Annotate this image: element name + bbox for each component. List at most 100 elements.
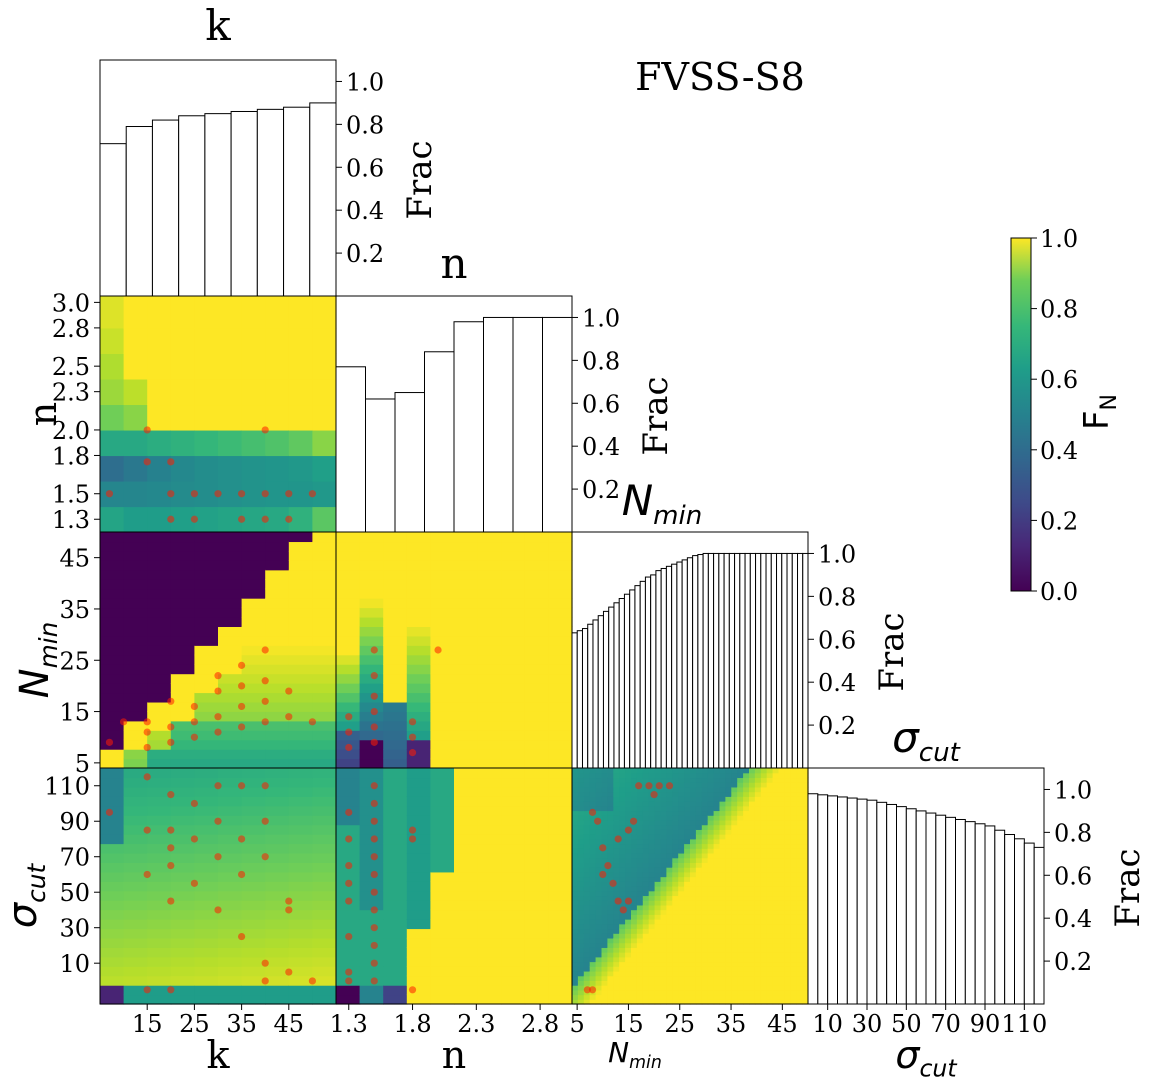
n-hist-bar bbox=[512, 316, 543, 533]
sigma-vs-n-heat-cell bbox=[454, 815, 479, 826]
sigma-vs-n-heat-cell bbox=[524, 815, 549, 826]
k-title: k bbox=[205, 1, 231, 50]
sigma-vs-Nmin-heat-cell bbox=[577, 919, 585, 925]
n-vs-k-heat-cell bbox=[265, 327, 290, 354]
sigma-vs-Nmin-heat-cell bbox=[642, 801, 650, 807]
sigma-vs-Nmin-heat-cell bbox=[802, 919, 809, 925]
Nmin-vs-n-heat-cell bbox=[406, 701, 431, 712]
Nmin-vs-k-heat-cell bbox=[288, 569, 313, 580]
sigma-vs-Nmin-point bbox=[588, 986, 597, 994]
sigma-vs-k-heat-cell bbox=[312, 956, 337, 967]
sigma-vs-Nmin-heat-cell bbox=[707, 956, 715, 963]
sigma-vs-k-heat-cell bbox=[312, 843, 337, 854]
xtick-label: 35 bbox=[716, 1010, 747, 1038]
sigma-vs-k-heat-cell bbox=[265, 966, 290, 977]
sigma-vs-Nmin-heat-cell bbox=[684, 961, 691, 967]
sigma-vs-Nmin-heat-cell bbox=[648, 923, 656, 930]
sigma-vs-Nmin-heat-cell bbox=[701, 994, 709, 1000]
n-vs-k-point bbox=[167, 458, 175, 466]
n-vs-k-heat-cell bbox=[147, 378, 172, 406]
sigma-hist-bar bbox=[955, 818, 966, 1005]
sigma-vs-Nmin-heat-cell bbox=[754, 829, 762, 835]
sigma-vs-Nmin-heat-cell bbox=[678, 928, 685, 934]
sigma-vs-k-point bbox=[238, 835, 246, 843]
sigma-vs-Nmin-heat-cell bbox=[601, 900, 608, 906]
sigma-vs-Nmin-heat-cell bbox=[572, 890, 579, 897]
Nmin-vs-n-heat-cell bbox=[359, 569, 384, 580]
sigma-vs-Nmin-heat-cell bbox=[796, 777, 803, 783]
sigma-vs-Nmin-heat-cell bbox=[601, 975, 608, 981]
sigma-vs-Nmin-heat-cell bbox=[572, 966, 579, 972]
Nmin-vs-n-heat-cell bbox=[548, 579, 573, 590]
sigma-vs-Nmin-heat-cell bbox=[690, 961, 697, 967]
Nmin-vs-n-heat-cell bbox=[430, 635, 455, 646]
sigma-vs-Nmin-heat-cell bbox=[796, 989, 803, 996]
sigma-vs-n-heat-cell bbox=[406, 768, 431, 779]
sigma-vs-k-heat-cell bbox=[265, 919, 290, 930]
sigma-vs-Nmin-heat-cell bbox=[737, 900, 744, 906]
sigma-vs-n-heat-cell bbox=[477, 956, 502, 967]
sigma-vs-Nmin-heat-cell bbox=[772, 966, 780, 972]
Nmin-vs-n-heat-cell bbox=[406, 739, 431, 750]
sigma-vs-Nmin-heat-cell bbox=[619, 871, 626, 878]
sigma-vs-Nmin-heat-cell bbox=[678, 909, 685, 915]
sigma-vs-Nmin-heat-cell bbox=[713, 886, 721, 892]
sigma-vs-Nmin-heat-cell bbox=[713, 937, 721, 944]
sigma-vs-k-heat-cell bbox=[100, 786, 125, 797]
Nmin-vs-k-heat-cell bbox=[194, 739, 219, 750]
sigma-vs-Nmin-heat-cell bbox=[772, 838, 780, 845]
sigma-vs-Nmin-heat-cell bbox=[707, 871, 715, 878]
Nmin-vs-k-heat-cell bbox=[100, 664, 125, 675]
Nmin-vs-n-heat-cell bbox=[383, 598, 408, 609]
sigma-vs-n-heat-cell bbox=[454, 947, 479, 958]
sigma-vs-Nmin-heat-cell bbox=[619, 961, 626, 967]
sigma-vs-Nmin-heat-cell bbox=[695, 805, 703, 812]
sigma-vs-Nmin-heat-cell bbox=[625, 871, 632, 878]
sigma-vs-Nmin-heat-cell bbox=[642, 834, 650, 840]
sigma-vs-Nmin-heat-cell bbox=[731, 914, 738, 920]
sigma-vs-Nmin-heat-cell bbox=[719, 810, 726, 816]
sigma-vs-k-heat-cell bbox=[241, 919, 266, 930]
sigma-vs-Nmin-heat-cell bbox=[754, 862, 762, 868]
sigma-vs-Nmin-heat-cell bbox=[690, 772, 697, 779]
sigma-vs-Nmin-heat-cell bbox=[690, 786, 697, 793]
hist-ytick-label: 0.8 bbox=[1054, 819, 1092, 847]
sigma-vs-Nmin-heat-cell bbox=[631, 985, 638, 991]
sigma-vs-Nmin-heat-cell bbox=[642, 838, 650, 845]
Nmin-vs-k-point bbox=[214, 672, 222, 680]
sigma-vs-Nmin-heat-cell bbox=[695, 796, 703, 802]
sigma-vs-Nmin-heat-cell bbox=[601, 819, 608, 826]
sigma-vs-Nmin-heat-cell bbox=[636, 994, 644, 1000]
sigma-vs-Nmin-heat-cell bbox=[654, 890, 662, 897]
sigma-vs-Nmin-heat-cell bbox=[749, 848, 756, 854]
sigma-vs-Nmin-heat-cell bbox=[719, 876, 726, 882]
Nmin-vs-n-heat-cell bbox=[501, 711, 526, 722]
sigma-vs-Nmin-heat-cell bbox=[595, 904, 603, 911]
Nmin-vs-n-heat-cell bbox=[336, 541, 361, 552]
sigma-vs-Nmin-heat-cell bbox=[725, 956, 732, 963]
sigma-vs-Nmin-heat-cell bbox=[737, 838, 744, 845]
sigma-vs-Nmin-heat-cell bbox=[701, 966, 709, 972]
sigma-vs-Nmin-heat-cell bbox=[690, 768, 697, 774]
sigma-vs-Nmin-heat-cell bbox=[690, 909, 697, 915]
sigma-vs-Nmin-heat-cell bbox=[737, 815, 744, 821]
sigma-vs-Nmin-heat-cell bbox=[749, 881, 756, 887]
sigma-vs-Nmin-heat-cell bbox=[654, 824, 662, 830]
sigma-vs-Nmin-heat-cell bbox=[778, 886, 785, 892]
Nmin-vs-k-heat-cell bbox=[312, 720, 337, 731]
sigma-vs-Nmin-heat-cell bbox=[749, 980, 756, 986]
sigma-vs-n-heat-cell bbox=[477, 834, 502, 845]
Nmin-vs-n-heat-cell bbox=[383, 616, 408, 627]
sigma-vs-Nmin-heat-cell bbox=[601, 923, 608, 930]
sigma-vs-Nmin-heat-cell bbox=[589, 966, 597, 972]
sigma-vs-Nmin-heat-cell bbox=[754, 871, 762, 878]
sigma-vs-Nmin-heat-cell bbox=[695, 966, 703, 972]
sigma-vs-k-heat-cell bbox=[170, 843, 195, 854]
sigma-vs-k-heat-cell bbox=[123, 852, 148, 863]
sigma-vs-Nmin-heat-cell bbox=[707, 952, 715, 958]
sigma-vs-Nmin-heat-cell bbox=[595, 791, 603, 797]
sigma-vs-Nmin-heat-cell bbox=[672, 801, 679, 807]
sigma-vs-Nmin-heat-cell bbox=[648, 956, 656, 963]
Nmin-vs-k-heat-cell bbox=[123, 683, 148, 694]
sigma-vs-Nmin-heat-cell bbox=[766, 815, 774, 821]
